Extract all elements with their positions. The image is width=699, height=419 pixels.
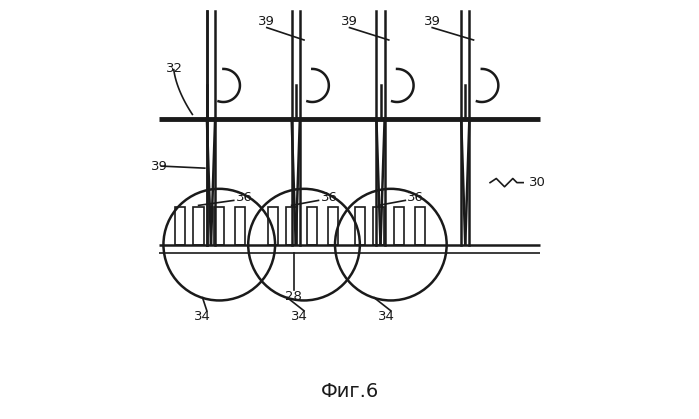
Text: 34: 34 <box>378 310 395 323</box>
Text: 39: 39 <box>259 15 275 28</box>
FancyBboxPatch shape <box>194 207 204 245</box>
FancyBboxPatch shape <box>307 207 317 245</box>
FancyBboxPatch shape <box>354 207 365 245</box>
FancyBboxPatch shape <box>287 207 297 245</box>
FancyBboxPatch shape <box>394 207 404 245</box>
FancyBboxPatch shape <box>328 207 338 245</box>
Text: 28: 28 <box>285 290 302 303</box>
Text: 39: 39 <box>341 15 358 28</box>
Text: 36: 36 <box>408 191 424 204</box>
Text: 39: 39 <box>424 15 440 28</box>
Text: 34: 34 <box>291 310 308 323</box>
Text: 39: 39 <box>151 160 168 173</box>
Text: 32: 32 <box>166 62 182 75</box>
FancyBboxPatch shape <box>235 207 245 245</box>
FancyBboxPatch shape <box>373 207 384 245</box>
FancyBboxPatch shape <box>214 207 224 245</box>
Text: 36: 36 <box>321 191 338 204</box>
Text: 34: 34 <box>194 310 211 323</box>
Text: 30: 30 <box>529 176 546 189</box>
FancyBboxPatch shape <box>415 207 425 245</box>
Text: Фиг.6: Фиг.6 <box>320 382 379 401</box>
Text: 36: 36 <box>236 191 252 204</box>
FancyBboxPatch shape <box>175 207 185 245</box>
FancyBboxPatch shape <box>268 207 278 245</box>
